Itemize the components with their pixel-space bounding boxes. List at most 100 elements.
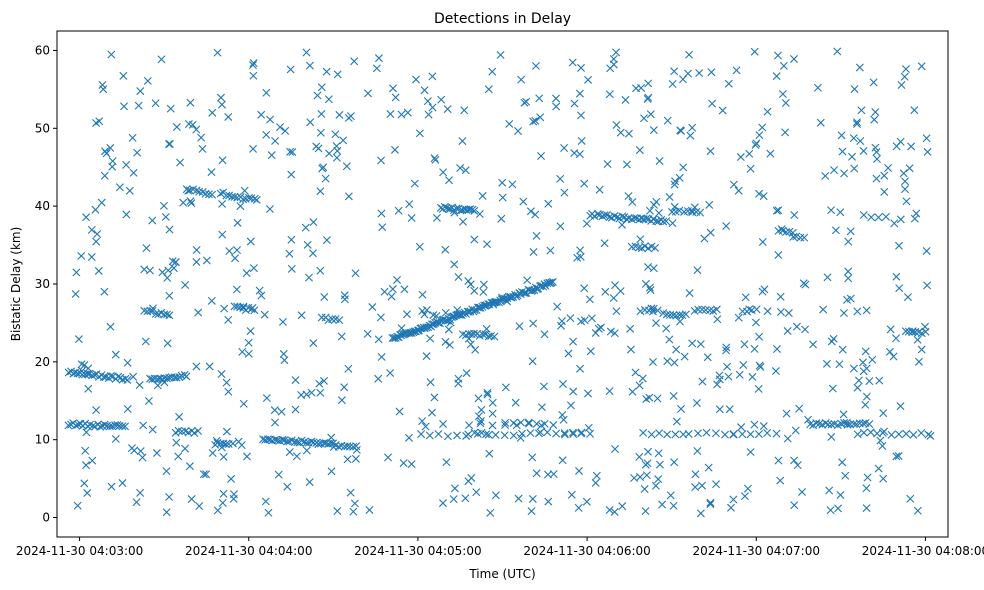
clutter-point [71,290,80,298]
clutter-point [265,205,274,214]
clutter-point [529,248,538,256]
clutter-point [544,470,552,479]
clutter-point [238,347,247,356]
clutter-point [346,488,355,497]
clutter-point [773,51,782,60]
clutter-point [723,362,732,371]
clutter-point [260,310,269,319]
clutter-point [386,369,395,378]
track-point [487,331,496,340]
track-point [177,427,186,436]
clutter-point [628,198,637,207]
clutter-point [232,285,241,294]
clutter-point [795,404,804,413]
clutter-point [165,225,174,234]
clutter-point [257,291,266,300]
track-point [182,372,191,381]
clutter-point [743,484,752,493]
clutter-point [372,64,381,73]
clutter-point [734,186,743,195]
clutter-point [595,185,604,194]
clutter-point [672,345,681,354]
clutter-point [505,119,514,128]
clutter-point [218,230,227,239]
clutter-point [621,95,630,104]
clutter-point [910,106,919,115]
clutter-point [461,166,470,175]
clutter-point [320,293,329,301]
clutter-point [484,85,493,94]
x-tick-label: 2024-11-30 04:04:00 [185,544,312,558]
clutter-point [287,170,296,179]
clutter-point [349,507,358,516]
track-point [526,429,535,438]
clutter-point [658,500,667,509]
clutter-point [758,123,767,132]
clutter-point [442,458,451,467]
clutter-point [316,266,325,275]
clutter-point [862,306,871,315]
clutter-point [871,108,880,117]
clutter-point [207,296,216,305]
clutter-point [626,324,635,333]
track-point [466,205,475,214]
clutter-point [655,157,664,166]
clutter-point [841,471,850,480]
track-point [475,303,484,312]
clutter-point [906,494,915,503]
track-point [64,368,73,377]
clutter-point [892,452,901,461]
clutter-point [838,345,847,354]
clutter-point [685,50,694,59]
clutter-point [560,188,569,197]
track-point [543,428,552,437]
track-point [488,421,497,430]
track-point [520,288,529,297]
clutter-point [285,448,294,457]
track-point [121,422,130,431]
track-point [476,303,485,312]
clutter-point [471,345,480,354]
clutter-point [693,446,702,455]
clutter-point [123,358,132,367]
clutter-point [192,258,201,267]
clutter-point [855,63,864,72]
clutter-point [234,437,243,446]
clutter-point [890,219,899,228]
clutter-point [152,449,161,458]
track-point [501,294,509,303]
track-point [537,421,546,430]
track-point [239,195,248,204]
track-point [909,430,918,439]
clutter-point [649,126,658,135]
clutter-point [739,360,748,369]
clutter-point [466,280,475,289]
clutter-point [249,71,258,80]
track-point [349,442,358,451]
clutter-point [913,506,922,515]
clutter-point [774,456,783,465]
clutter-point [644,79,653,88]
clutter-point [650,200,658,209]
clutter-point [421,422,430,431]
clutter-point [746,164,755,173]
clutter-point [186,98,195,107]
clutter-point [850,164,859,173]
x-axis-label: Time (UTC) [468,567,535,581]
clutter-point [120,102,129,111]
clutter-point [418,307,427,316]
clutter-point [913,335,922,344]
track-point [113,420,122,429]
clutter-point [558,411,567,419]
clutter-point [610,507,619,516]
clutter-point [774,206,783,215]
clutter-point [108,162,117,171]
clutter-point [186,197,195,206]
clutter-point [84,384,93,393]
clutter-point [441,245,450,254]
clutter-point [836,490,845,499]
clutter-point [262,88,271,97]
clutter-point [582,219,591,228]
clutter-point [907,142,916,151]
